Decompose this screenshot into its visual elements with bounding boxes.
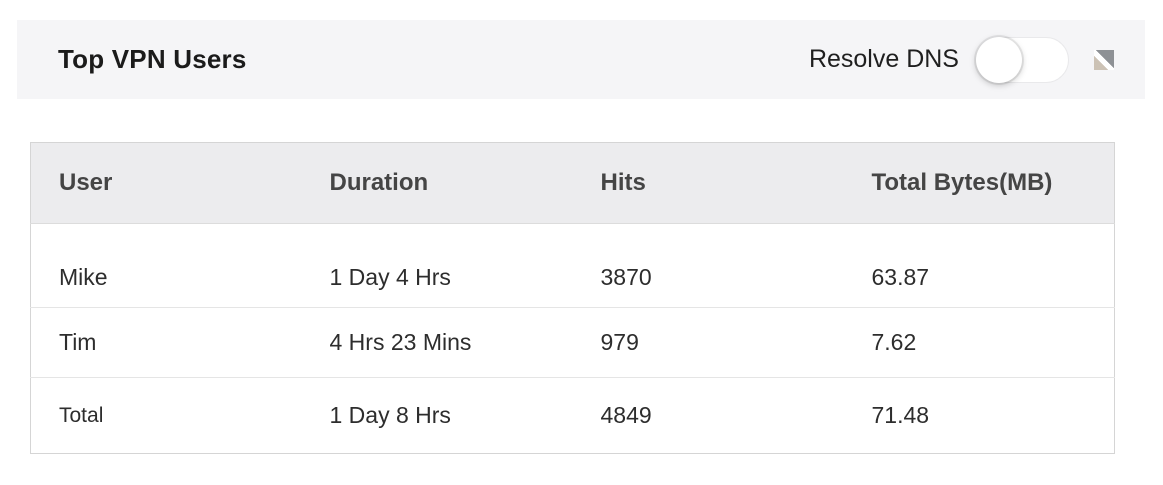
user-name-cell[interactable]: Mike: [59, 264, 108, 290]
column-header-total-bytes: Total Bytes(MB): [871, 169, 1053, 196]
hits-cell: 979: [600, 329, 639, 355]
widget-title: Top VPN Users: [58, 44, 247, 74]
top-vpn-users-table: User Duration Hits Total Bytes(MB) Mike …: [30, 142, 1115, 454]
table-row: Tim 4 Hrs 23 Mins 979 7.62: [30, 307, 1115, 378]
column-header-duration: Duration: [329, 169, 429, 196]
hits-cell: 4849: [600, 402, 652, 428]
total-bytes-cell: 63.87: [871, 264, 930, 290]
table-header-row: User Duration Hits Total Bytes(MB): [30, 142, 1115, 224]
hits-cell: 3870: [600, 264, 652, 290]
total-bytes-cell: 7.62: [871, 329, 917, 355]
column-header-user: User: [59, 169, 113, 196]
header-controls: Resolve DNS: [808, 36, 1114, 83]
total-bytes-cell: 71.48: [871, 402, 930, 428]
duration-cell: 4 Hrs 23 Mins: [329, 329, 472, 355]
user-name-cell[interactable]: Tim: [59, 329, 97, 355]
toggle-knob-icon: [976, 36, 1022, 83]
duration-cell: 1 Day 4 Hrs: [329, 264, 451, 290]
table-row: Mike 1 Day 4 Hrs 3870 63.87: [31, 224, 1115, 308]
resolve-dns-toggle[interactable]: [976, 36, 1069, 83]
column-header-hits: Hits: [600, 169, 646, 196]
expand-widget-icon[interactable]: [1094, 49, 1114, 70]
widget-header-bar: Top VPN Users Resolve DNS: [17, 20, 1145, 99]
total-label-cell: Total: [59, 403, 104, 427]
duration-cell: 1 Day 8 Hrs: [329, 402, 451, 428]
resolve-dns-label: Resolve DNS: [808, 45, 959, 73]
table-total-row: Total 1 Day 8 Hrs 4849 71.48: [30, 377, 1115, 454]
